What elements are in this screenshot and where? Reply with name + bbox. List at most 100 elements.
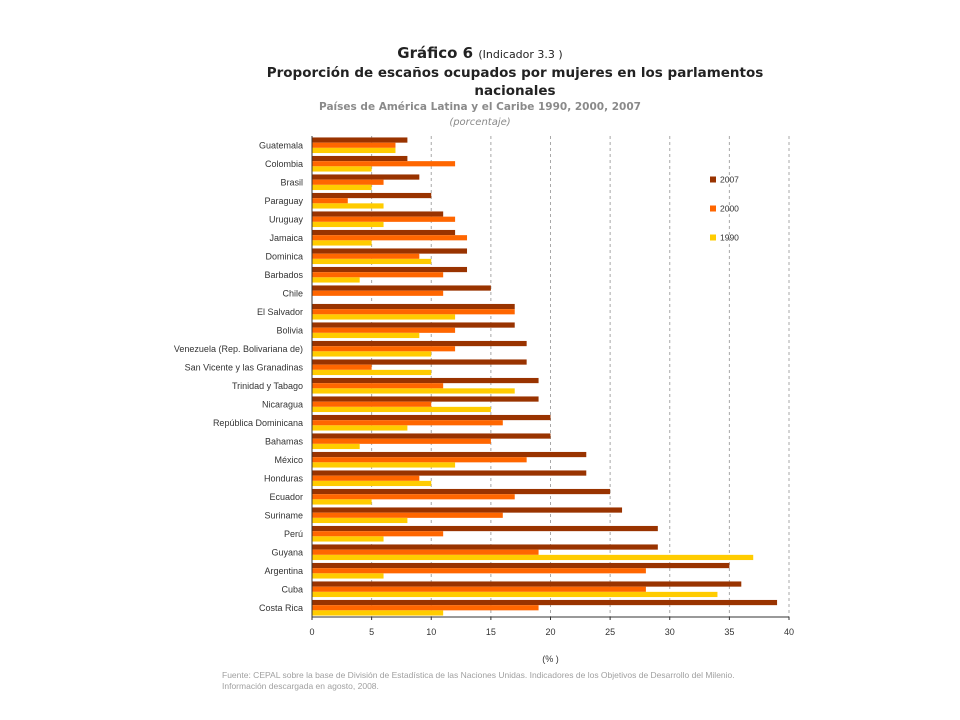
bar-2000 bbox=[312, 142, 396, 148]
category-label: Paraguay bbox=[264, 196, 303, 206]
category-label: El Salvador bbox=[257, 307, 303, 317]
bar-1990 bbox=[312, 406, 491, 413]
legend-label-1990: 1990 bbox=[720, 233, 739, 243]
bar-2007 bbox=[312, 451, 587, 458]
chart-unit: (porcentaje) bbox=[449, 117, 511, 128]
chart-title: Gráfico 6 (Indicador 3.3 ) bbox=[0, 44, 960, 62]
bar-2000 bbox=[312, 327, 456, 333]
bar-2007 bbox=[312, 322, 515, 328]
bar-2000 bbox=[312, 290, 444, 296]
bar-2007 bbox=[312, 303, 515, 310]
bar-2007 bbox=[312, 174, 420, 180]
category-label: Argentina bbox=[264, 566, 303, 576]
category-label: Venezuela (Rep. Bolivariana de) bbox=[174, 344, 303, 354]
bar-2000 bbox=[312, 605, 539, 611]
legend-swatch-1990 bbox=[710, 234, 716, 241]
bar-2000 bbox=[312, 216, 456, 222]
source-line-1: Fuente: CEPAL sobre la base de División … bbox=[222, 670, 735, 680]
bar-2007 bbox=[312, 562, 730, 569]
bar-2000 bbox=[312, 549, 539, 555]
bar-1990 bbox=[312, 554, 754, 561]
category-label: Colombia bbox=[265, 159, 303, 169]
bar-2007 bbox=[312, 248, 468, 254]
category-label: Perú bbox=[284, 529, 303, 539]
bar-2007 bbox=[312, 433, 551, 439]
x-tick-label: 0 bbox=[309, 627, 314, 637]
category-label: Uruguay bbox=[269, 214, 304, 224]
bar-1990 bbox=[312, 388, 515, 394]
bar-2000 bbox=[312, 198, 348, 204]
bar-1990 bbox=[312, 591, 718, 598]
bar-1990 bbox=[312, 573, 384, 579]
bar-2000 bbox=[312, 531, 444, 537]
category-label: Bahamas bbox=[265, 436, 304, 446]
category-label: Bolivia bbox=[276, 325, 303, 335]
category-label: Brasil bbox=[280, 177, 303, 187]
bar-2000 bbox=[312, 420, 503, 426]
bar-1990 bbox=[312, 610, 444, 616]
bar-2000 bbox=[312, 235, 468, 241]
bar-1990 bbox=[312, 147, 396, 154]
bar-2000 bbox=[312, 568, 646, 574]
bar-2007 bbox=[312, 266, 468, 273]
category-label: Jamaica bbox=[269, 233, 303, 243]
bar-2000 bbox=[312, 586, 646, 592]
bar-2007 bbox=[312, 544, 658, 550]
category-label: México bbox=[274, 455, 303, 465]
indicator-label: (Indicador 3.3 ) bbox=[478, 48, 563, 61]
category-label: Costa Rica bbox=[259, 603, 303, 613]
legend-swatch-2007 bbox=[710, 176, 716, 183]
legend-swatch-2000 bbox=[710, 205, 716, 212]
x-axis-label: (% ) bbox=[542, 654, 559, 664]
bar-2000 bbox=[312, 272, 444, 278]
bar-2007 bbox=[312, 137, 408, 143]
bar-2007 bbox=[312, 377, 539, 384]
bar-2007 bbox=[312, 229, 456, 236]
bar-1990 bbox=[312, 425, 408, 431]
bar-2000 bbox=[312, 253, 420, 259]
bar-1990 bbox=[312, 277, 360, 283]
bar-1990 bbox=[312, 369, 432, 376]
bar-1990 bbox=[312, 536, 384, 542]
bar-2007 bbox=[312, 488, 611, 495]
chart-title-text: Gráfico 6 bbox=[397, 44, 474, 62]
chart-subtitle: Proporción de escaños ocupados por mujer… bbox=[266, 65, 764, 99]
bar-1990 bbox=[312, 184, 372, 191]
bar-1990 bbox=[312, 240, 372, 246]
bar-1990 bbox=[312, 443, 360, 450]
bar-2007 bbox=[312, 507, 623, 513]
bar-2007 bbox=[312, 192, 432, 199]
x-tick-label: 10 bbox=[426, 627, 436, 637]
bar-2007 bbox=[312, 340, 527, 347]
category-label: Honduras bbox=[264, 473, 304, 483]
bar-2007 bbox=[312, 211, 444, 217]
bar-1990 bbox=[312, 258, 432, 265]
bar-2000 bbox=[312, 401, 432, 407]
bar-1990 bbox=[312, 480, 432, 487]
bar-2000 bbox=[312, 512, 503, 518]
bar-2000 bbox=[312, 161, 456, 167]
category-label: Guatemala bbox=[259, 140, 303, 150]
bar-1990 bbox=[312, 332, 420, 339]
bar-2007 bbox=[312, 396, 539, 402]
category-label: San Vicente y las Granadinas bbox=[185, 362, 304, 372]
x-tick-label: 20 bbox=[545, 627, 555, 637]
bar-1990 bbox=[312, 517, 408, 524]
category-label: Dominica bbox=[265, 251, 303, 261]
category-label: República Dominicana bbox=[213, 418, 303, 428]
bar-2007 bbox=[312, 155, 408, 162]
category-label: Trinidad y Tabago bbox=[232, 381, 303, 391]
source-note: Fuente: CEPAL sobre la base de División … bbox=[222, 670, 782, 692]
bar-2000 bbox=[312, 475, 420, 481]
x-tick-label: 40 bbox=[784, 627, 794, 637]
x-tick-label: 35 bbox=[724, 627, 734, 637]
bar-2007 bbox=[312, 525, 658, 532]
category-label: Guyana bbox=[271, 547, 303, 557]
bar-1990 bbox=[312, 462, 456, 468]
bar-2000 bbox=[312, 346, 456, 352]
bar-1990 bbox=[312, 166, 372, 172]
legend-label-2007: 2007 bbox=[720, 175, 739, 185]
bar-1990 bbox=[312, 221, 384, 228]
bar-2000 bbox=[312, 309, 515, 315]
